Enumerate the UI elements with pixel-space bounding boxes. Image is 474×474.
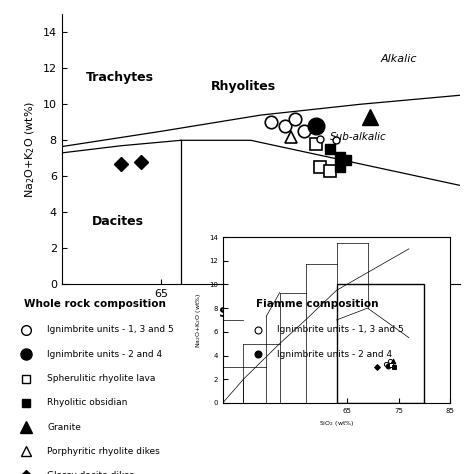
Text: Ignimbrite units - 1, 3 and 5: Ignimbrite units - 1, 3 and 5 [47,326,174,334]
Text: Whole rock composition: Whole rock composition [24,299,165,309]
Text: Dacites: Dacites [91,215,144,228]
X-axis label: SiO$_2$ (wt%): SiO$_2$ (wt%) [319,419,354,428]
X-axis label: SiO$_2$ (wt%): SiO$_2$ (wt%) [218,305,303,322]
Text: Granite: Granite [47,423,81,432]
Text: Rhyolitic obsidian: Rhyolitic obsidian [47,398,128,407]
Text: Trachytes: Trachytes [85,71,154,84]
Y-axis label: Na$_2$O+K$_2$O (wt%): Na$_2$O+K$_2$O (wt%) [194,292,203,347]
Text: Porphyritic rhyolite dikes: Porphyritic rhyolite dikes [47,447,160,456]
Bar [337,284,424,403]
Text: Glassy dacite dikes: Glassy dacite dikes [47,471,135,474]
Text: Fiamme composition: Fiamme composition [256,299,378,309]
Y-axis label: Na$_2$O+K$_2$O (wt%): Na$_2$O+K$_2$O (wt%) [24,100,37,198]
Text: Alkalic: Alkalic [380,54,417,64]
Text: Ignimbrite units - 1, 3 and 5: Ignimbrite units - 1, 3 and 5 [277,326,404,334]
Text: Ignimbrite units - 2 and 4: Ignimbrite units - 2 and 4 [47,350,163,359]
Text: Rhyolites: Rhyolites [211,80,276,93]
Text: Ignimbrite units - 2 and 4: Ignimbrite units - 2 and 4 [277,350,392,359]
Text: Sub-alkalic: Sub-alkalic [330,132,387,142]
Text: Spherulitic rhyolite lava: Spherulitic rhyolite lava [47,374,156,383]
